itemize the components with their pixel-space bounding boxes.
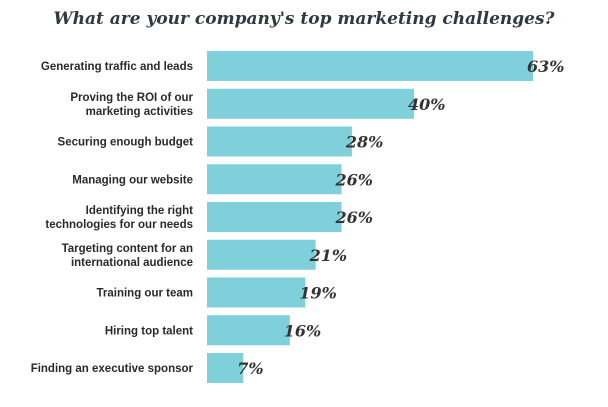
bar-finding-an-executive-sponsor (207, 353, 244, 383)
category-label-targeting-content-for-an-international-audience: Targeting content for an international au… (62, 243, 193, 269)
bar-series (207, 51, 533, 383)
category-label-managing-our-website: Managing our website (72, 174, 193, 186)
chart-title: What are your company's top marketing ch… (54, 9, 556, 29)
value-label-targeting-content-for-an-international-audience: 21% (309, 246, 347, 265)
bar-targeting-content-for-an-international-audience (207, 239, 316, 270)
value-label-proving-the-roi-of-our-marketing-activities: 40% (408, 95, 445, 114)
value-label-securing-enough-budget: 28% (345, 133, 383, 152)
value-label-finding-an-executive-sponsor: 7% (237, 359, 263, 378)
value-label-training-our-team: 19% (299, 284, 336, 303)
category-label-proving-the-roi-of-our-marketing-activities: Proving the ROI of our marketing activiti… (70, 92, 193, 118)
bar-identifying-the-right-technologies-for-our-needs (207, 202, 342, 232)
bar-securing-enough-budget (207, 126, 352, 157)
bar-proving-the-roi-of-our-marketing-activities (207, 88, 414, 119)
category-labels: Generating traffic and leads Proving the … (31, 61, 194, 375)
category-label-hiring-top-talent: Hiring top talent (105, 325, 193, 337)
bar-generating-traffic-and-leads (207, 51, 533, 81)
bar-managing-our-website (207, 164, 342, 195)
value-label-identifying-the-right-technologies-for-our-needs: 26% (335, 208, 373, 227)
bar-training-our-team (207, 277, 306, 308)
value-label-hiring-top-talent: 16% (284, 321, 321, 340)
category-label-securing-enough-budget: Securing enough budget (58, 137, 194, 149)
value-label-managing-our-website: 26% (335, 170, 373, 189)
value-labels: 63% 40% 28% 26% 26% 21% 19% 16% 7% (237, 57, 564, 378)
bar-hiring-top-talent (207, 315, 290, 346)
category-label-generating-traffic-and-leads: Generating traffic and leads (41, 61, 193, 73)
category-label-identifying-the-right-technologies-for-our-needs: Identifying the right technologies for ou… (45, 205, 193, 231)
category-label-finding-an-executive-sponsor: Finding an executive sponsor (31, 363, 194, 375)
category-label-training-our-team: Training our team (97, 288, 194, 300)
value-label-generating-traffic-and-leads: 63% (527, 57, 564, 76)
